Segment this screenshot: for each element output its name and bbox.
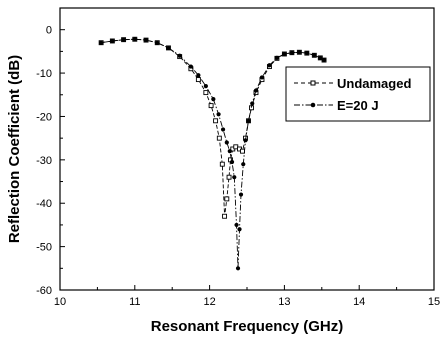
data-point <box>250 101 255 106</box>
x-tick-label: 13 <box>278 296 290 308</box>
x-tick-label: 11 <box>129 296 140 308</box>
data-point <box>219 161 225 167</box>
series-layer <box>98 36 327 271</box>
data-point <box>229 159 235 165</box>
data-point <box>203 90 209 96</box>
plot-frame <box>59 7 435 291</box>
data-point <box>318 55 323 60</box>
data-point <box>216 112 221 117</box>
y-tick-label: -50 <box>36 242 52 254</box>
data-point <box>240 148 245 154</box>
data-point <box>143 38 149 43</box>
data-point <box>188 64 193 69</box>
data-point <box>238 192 244 197</box>
legend-box <box>285 66 431 122</box>
data-point <box>232 175 237 180</box>
legend: Undamaged E=20 J <box>285 66 431 122</box>
legend-label-undamaged: Undamaged <box>337 76 411 91</box>
data-point <box>241 162 246 167</box>
data-point <box>321 57 327 63</box>
legend-entry-e20j: E=20 J <box>294 98 379 113</box>
x-tick-label: 12 <box>203 296 215 308</box>
x-tick-label: 10 <box>54 296 66 308</box>
data-point <box>282 51 287 57</box>
y-tick-label: -10 <box>36 68 52 80</box>
data-point <box>243 138 248 143</box>
x-tick-label: 14 <box>353 296 365 308</box>
data-point <box>177 53 182 58</box>
data-point <box>121 37 126 42</box>
y-axis-title: Reflection Coefficient (dB) <box>6 55 23 243</box>
data-point <box>274 55 280 60</box>
data-point <box>155 40 160 45</box>
series-line-undamaged <box>101 38 325 217</box>
data-point <box>132 37 137 42</box>
data-point <box>99 40 104 45</box>
data-point <box>235 266 241 271</box>
x-axis-title: Resonant Frequency (GHz) <box>151 318 344 335</box>
data-point <box>312 53 317 58</box>
legend-marker-e20j <box>310 102 316 108</box>
data-point <box>246 118 251 123</box>
data-point <box>237 227 242 232</box>
y-tick-label: -40 <box>36 198 52 210</box>
data-point <box>220 127 226 132</box>
plot-area <box>59 7 435 291</box>
data-point <box>259 75 265 80</box>
data-point <box>267 63 272 68</box>
data-point <box>195 77 201 83</box>
data-point <box>222 213 228 219</box>
y-tick-label: -30 <box>36 155 52 167</box>
y-tick-label: -20 <box>36 111 52 123</box>
data-point <box>289 50 294 55</box>
data-point <box>226 174 232 180</box>
data-point <box>211 97 216 102</box>
data-point <box>224 196 230 202</box>
data-point <box>216 135 222 141</box>
legend-marker-undamaged <box>310 80 316 86</box>
data-point <box>253 88 259 93</box>
data-point <box>110 38 115 44</box>
y-tick-label: -60 <box>36 285 52 297</box>
data-point <box>196 73 201 78</box>
data-point <box>203 83 208 89</box>
data-point <box>234 222 239 228</box>
legend-label-e20j: E=20 J <box>337 98 379 113</box>
legend-entry-undamaged: Undamaged <box>294 76 411 91</box>
data-point <box>213 118 219 124</box>
series-points-e20j <box>99 37 327 271</box>
data-point <box>166 45 171 51</box>
data-point <box>304 51 309 56</box>
data-point <box>297 50 302 55</box>
series-points-undamaged <box>98 36 327 219</box>
data-point <box>227 149 232 154</box>
data-point <box>208 103 214 109</box>
x-tick-label: 15 <box>428 296 440 308</box>
data-point <box>224 140 229 145</box>
y-tick-label: 0 <box>46 25 52 37</box>
axes-layer: 10 11 12 13 14 15 0 -10 -20 -30 -40 -50 -60 <box>36 25 440 308</box>
